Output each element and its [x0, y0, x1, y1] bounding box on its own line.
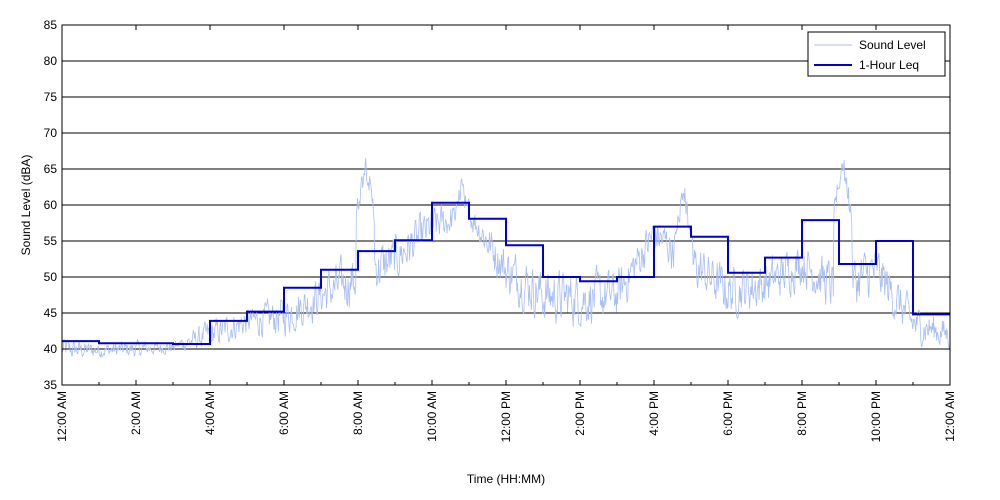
x-tick-label: 8:00 PM	[795, 391, 809, 436]
x-tick-label: 12:00 AM	[55, 391, 69, 442]
y-axis-ticks: 35 40 45 50 55 60 65 70 75 80 85	[44, 18, 950, 392]
y-tick-label: 80	[44, 54, 58, 68]
x-tick-label: 4:00 AM	[203, 391, 217, 435]
x-axis-ticks: 12:00 AM 2:00 AM 4:00 AM 6:00 AM 8:00 AM 10:0…	[55, 25, 957, 442]
y-tick-label: 60	[44, 198, 58, 212]
x-tick-label: 2:00 PM	[573, 391, 587, 436]
x-axis-label: Time (HH:MM)	[467, 472, 545, 486]
x-tick-label: 4:00 PM	[647, 391, 661, 436]
y-axis-label: Sound Level (dBA)	[19, 155, 33, 256]
legend-box	[807, 31, 946, 77]
y-tick-label: 50	[44, 270, 58, 284]
y-tick-label: 65	[44, 162, 58, 176]
legend-entry-sound-level: Sound Level	[859, 38, 926, 52]
sound-level-line	[61, 157, 951, 358]
y-tick-label: 85	[44, 18, 58, 32]
x-tick-label: 12:00 PM	[499, 391, 513, 442]
y-tick-label: 75	[44, 90, 58, 104]
legend: Sound Level 1-Hour Leq	[807, 31, 946, 77]
legend-entry-1-hour-leq: 1-Hour Leq	[859, 58, 919, 72]
y-tick-label: 45	[44, 306, 58, 320]
x-tick-label: 8:00 AM	[351, 391, 365, 435]
leq-step-line	[62, 201, 950, 345]
x-tick-label: 12:00 AM	[943, 391, 957, 442]
y-tick-label: 70	[44, 126, 58, 140]
x-tick-label: 6:00 AM	[277, 391, 291, 435]
grid-lines	[62, 60, 950, 350]
x-tick-label: 6:00 PM	[721, 391, 735, 436]
series-sound-level	[61, 157, 951, 358]
series-1-hour-leq	[62, 201, 950, 345]
y-tick-label: 55	[44, 234, 58, 248]
x-tick-label: 2:00 AM	[129, 391, 143, 435]
x-tick-label: 10:00 PM	[869, 391, 883, 442]
y-tick-label: 35	[44, 378, 58, 392]
y-tick-label: 40	[44, 342, 58, 356]
x-tick-label: 10:00 AM	[425, 391, 439, 442]
